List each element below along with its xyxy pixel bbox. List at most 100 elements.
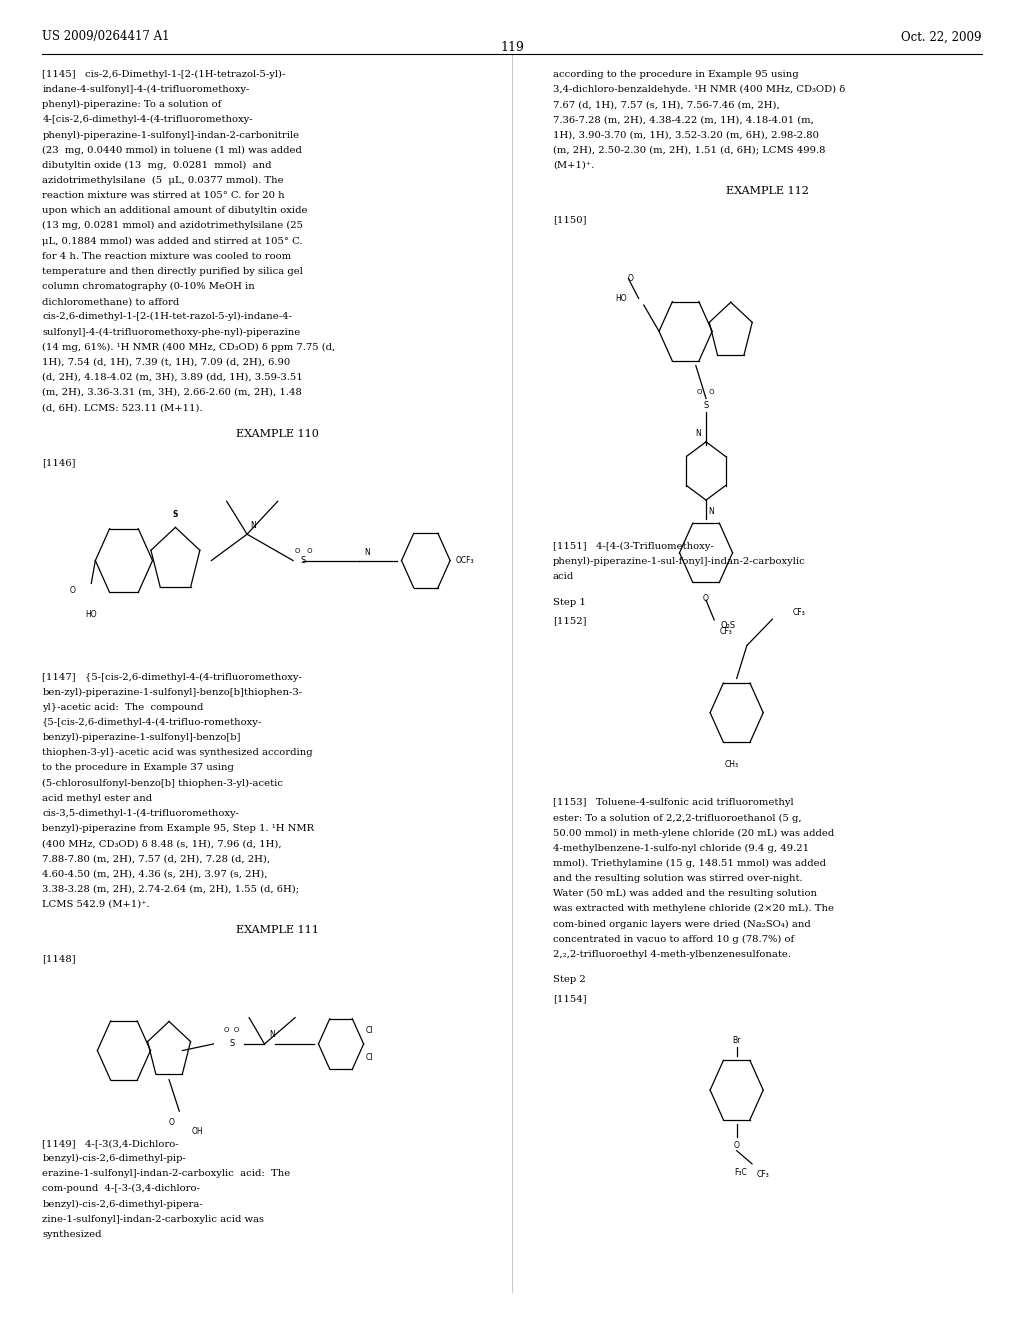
Text: synthesized: synthesized	[42, 1230, 101, 1238]
Text: Step 2: Step 2	[553, 975, 586, 985]
Text: was extracted with methylene chloride (2×20 mL). The: was extracted with methylene chloride (2…	[553, 904, 834, 913]
Text: S: S	[229, 1039, 234, 1048]
Text: yl}-acetic acid:  The  compound: yl}-acetic acid: The compound	[42, 702, 204, 711]
Text: Cl: Cl	[366, 1052, 373, 1061]
Text: com-bined organic layers were dried (Na₂SO₄) and: com-bined organic layers were dried (Na₂…	[553, 920, 811, 928]
Text: azidotrimethylsilane  (5  μL, 0.0377 mmol). The: azidotrimethylsilane (5 μL, 0.0377 mmol)…	[42, 176, 284, 185]
Text: 50.00 mmol) in meth-ylene chloride (20 mL) was added: 50.00 mmol) in meth-ylene chloride (20 m…	[553, 829, 835, 838]
Text: 4-methylbenzene-1-sulfo-nyl chloride (9.4 g, 49.21: 4-methylbenzene-1-sulfo-nyl chloride (9.…	[553, 843, 809, 853]
Text: CF₃: CF₃	[719, 627, 732, 635]
Text: concentrated in vacuo to afford 10 g (78.7%) of: concentrated in vacuo to afford 10 g (78…	[553, 935, 794, 944]
Text: HO: HO	[614, 294, 627, 302]
Text: (d, 6H). LCMS: 523.11 (M+11).: (d, 6H). LCMS: 523.11 (M+11).	[42, 403, 203, 412]
Text: CF₃: CF₃	[757, 1171, 770, 1180]
Text: S: S	[703, 400, 709, 409]
Text: O: O	[703, 594, 709, 603]
Text: and the resulting solution was stirred over-night.: and the resulting solution was stirred o…	[553, 874, 803, 883]
Text: EXAMPLE 110: EXAMPLE 110	[236, 429, 318, 438]
Text: thiophen-3-yl}-acetic acid was synthesized according: thiophen-3-yl}-acetic acid was synthesiz…	[42, 748, 313, 758]
Text: N: N	[269, 1030, 275, 1039]
Text: reaction mixture was stirred at 105° C. for 20 h: reaction mixture was stirred at 105° C. …	[42, 191, 285, 201]
Text: (M+1)⁺.: (M+1)⁺.	[553, 161, 594, 170]
Text: CH₃: CH₃	[725, 760, 738, 770]
Text: O: O	[734, 1142, 739, 1151]
Text: [1150]: [1150]	[553, 215, 587, 224]
Text: according to the procedure in Example 95 using: according to the procedure in Example 95…	[553, 70, 799, 79]
Text: [1152]: [1152]	[553, 616, 587, 626]
Text: O   O: O O	[295, 548, 312, 554]
Text: 3,4-dichloro-benzaldehyde. ¹H NMR (400 MHz, CD₃OD) δ: 3,4-dichloro-benzaldehyde. ¹H NMR (400 M…	[553, 84, 845, 94]
Text: erazine-1-sulfonyl]-indan-2-carboxylic  acid:  The: erazine-1-sulfonyl]-indan-2-carboxylic a…	[42, 1170, 291, 1179]
Text: OH: OH	[191, 1127, 203, 1137]
Text: phenyl)-piperazine: To a solution of: phenyl)-piperazine: To a solution of	[42, 100, 221, 110]
Text: ester: To a solution of 2,2,2-trifluoroethanol (5 g,: ester: To a solution of 2,2,2-trifluoroe…	[553, 813, 802, 822]
Text: benzyl)-cis-2,6-dimethyl-pip-: benzyl)-cis-2,6-dimethyl-pip-	[42, 1154, 186, 1163]
Text: 1H), 7.54 (d, 1H), 7.39 (t, 1H), 7.09 (d, 2H), 6.90: 1H), 7.54 (d, 1H), 7.39 (t, 1H), 7.09 (d…	[42, 358, 291, 367]
Text: [1145]   cis-2,6-Dimethyl-1-[2-(1H-tetrazol-5-yl)-: [1145] cis-2,6-Dimethyl-1-[2-(1H-tetrazo…	[42, 70, 286, 79]
Text: N: N	[365, 548, 371, 557]
Text: benzyl)-piperazine-1-sulfonyl]-benzo[b]: benzyl)-piperazine-1-sulfonyl]-benzo[b]	[42, 733, 241, 742]
Text: (m, 2H), 3.36-3.31 (m, 3H), 2.66-2.60 (m, 2H), 1.48: (m, 2H), 3.36-3.31 (m, 3H), 2.66-2.60 (m…	[42, 388, 302, 397]
Text: upon which an additional amount of dibutyltin oxide: upon which an additional amount of dibut…	[42, 206, 308, 215]
Text: (13 mg, 0.0281 mmol) and azidotrimethylsilane (25: (13 mg, 0.0281 mmol) and azidotrimethyls…	[42, 222, 303, 231]
Text: 4.60-4.50 (m, 2H), 4.36 (s, 2H), 3.97 (s, 2H),: 4.60-4.50 (m, 2H), 4.36 (s, 2H), 3.97 (s…	[42, 870, 267, 878]
Text: O  O: O O	[224, 1027, 240, 1034]
Text: [1146]: [1146]	[42, 458, 76, 467]
Text: temperature and then directly purified by silica gel: temperature and then directly purified b…	[42, 267, 303, 276]
Text: S: S	[301, 556, 306, 565]
Text: O: O	[628, 273, 634, 282]
Text: {5-[cis-2,6-dimethyl-4-(4-trifluo-romethoxy-: {5-[cis-2,6-dimethyl-4-(4-trifluo-rometh…	[42, 718, 262, 727]
Text: ben-zyl)-piperazine-1-sulfonyl]-benzo[b]thiophen-3-: ben-zyl)-piperazine-1-sulfonyl]-benzo[b]…	[42, 688, 302, 697]
Text: CF₃: CF₃	[793, 609, 806, 616]
Text: 7.88-7.80 (m, 2H), 7.57 (d, 2H), 7.28 (d, 2H),: 7.88-7.80 (m, 2H), 7.57 (d, 2H), 7.28 (d…	[42, 854, 270, 863]
Text: for 4 h. The reaction mixture was cooled to room: for 4 h. The reaction mixture was cooled…	[42, 252, 292, 260]
Text: acid: acid	[553, 573, 574, 581]
Text: (5-chlorosulfonyl-benzo[b] thiophen-3-yl)-acetic: (5-chlorosulfonyl-benzo[b] thiophen-3-yl…	[42, 779, 284, 788]
Text: Oct. 22, 2009: Oct. 22, 2009	[901, 30, 982, 44]
Text: μL, 0.1884 mmol) was added and stirred at 105° C.: μL, 0.1884 mmol) was added and stirred a…	[42, 236, 303, 246]
Text: com-pound  4-[-3-(3,4-dichloro-: com-pound 4-[-3-(3,4-dichloro-	[42, 1184, 200, 1193]
Text: [1154]: [1154]	[553, 994, 587, 1003]
Text: dibutyltin oxide (13  mg,  0.0281  mmol)  and: dibutyltin oxide (13 mg, 0.0281 mmol) an…	[42, 161, 271, 170]
Text: [1148]: [1148]	[42, 954, 76, 964]
Text: N: N	[250, 521, 256, 531]
Text: [1147]   {5-[cis-2,6-dimethyl-4-(4-trifluoromethoxy-: [1147] {5-[cis-2,6-dimethyl-4-(4-trifluo…	[42, 672, 302, 681]
Text: 7.36-7.28 (m, 2H), 4.38-4.22 (m, 1H), 4.18-4.01 (m,: 7.36-7.28 (m, 2H), 4.38-4.22 (m, 1H), 4.…	[553, 115, 814, 124]
Text: (400 MHz, CD₃OD) δ 8.48 (s, 1H), 7.96 (d, 1H),: (400 MHz, CD₃OD) δ 8.48 (s, 1H), 7.96 (d…	[42, 840, 282, 849]
Text: acid methyl ester and: acid methyl ester and	[42, 793, 153, 803]
Text: phenyl)-piperazine-1-sul-fonyl]-indan-2-carboxylic: phenyl)-piperazine-1-sul-fonyl]-indan-2-…	[553, 557, 806, 566]
Text: Step 1: Step 1	[553, 598, 586, 607]
Text: column chromatography (0-10% MeOH in: column chromatography (0-10% MeOH in	[42, 282, 255, 292]
Text: 7.67 (d, 1H), 7.57 (s, 1H), 7.56-7.46 (m, 2H),: 7.67 (d, 1H), 7.57 (s, 1H), 7.56-7.46 (m…	[553, 100, 779, 110]
Text: indane-4-sulfonyl]-4-(4-trifluoromethoxy-: indane-4-sulfonyl]-4-(4-trifluoromethoxy…	[42, 84, 250, 94]
Text: benzyl)-cis-2,6-dimethyl-pipera-: benzyl)-cis-2,6-dimethyl-pipera-	[42, 1200, 203, 1209]
Text: 119: 119	[500, 41, 524, 54]
Text: [1151]   4-[4-(3-Trifluomethoxy-: [1151] 4-[4-(3-Trifluomethoxy-	[553, 543, 714, 552]
Text: N: N	[708, 507, 714, 516]
Text: (m, 2H), 2.50-2.30 (m, 2H), 1.51 (d, 6H); LCMS 499.8: (m, 2H), 2.50-2.30 (m, 2H), 1.51 (d, 6H)…	[553, 145, 825, 154]
Text: cis-2,6-dimethyl-1-[2-(1H-tet-razol-5-yl)-indane-4-: cis-2,6-dimethyl-1-[2-(1H-tet-razol-5-yl…	[42, 313, 292, 321]
Text: F₃C: F₃C	[734, 1168, 746, 1177]
Text: zine-1-sulfonyl]-indan-2-carboxylic acid was: zine-1-sulfonyl]-indan-2-carboxylic acid…	[42, 1214, 264, 1224]
Text: to the procedure in Example 37 using: to the procedure in Example 37 using	[42, 763, 234, 772]
Text: Br: Br	[732, 1036, 740, 1045]
Text: EXAMPLE 111: EXAMPLE 111	[236, 925, 318, 936]
Text: 1H), 3.90-3.70 (m, 1H), 3.52-3.20 (m, 6H), 2.98-2.80: 1H), 3.90-3.70 (m, 1H), 3.52-3.20 (m, 6H…	[553, 131, 819, 140]
Text: [1153]   Toluene-4-sulfonic acid trifluoromethyl: [1153] Toluene-4-sulfonic acid trifluoro…	[553, 799, 794, 808]
Text: (d, 2H), 4.18-4.02 (m, 3H), 3.89 (dd, 1H), 3.59-3.51: (d, 2H), 4.18-4.02 (m, 3H), 3.89 (dd, 1H…	[42, 372, 303, 381]
Text: dichloromethane) to afford: dichloromethane) to afford	[42, 297, 179, 306]
Text: 4-[cis-2,6-dimethyl-4-(4-trifluoromethoxy-: 4-[cis-2,6-dimethyl-4-(4-trifluoromethox…	[42, 115, 253, 124]
Text: O: O	[168, 1118, 174, 1127]
Text: HO: HO	[85, 610, 97, 619]
Text: Water (50 mL) was added and the resulting solution: Water (50 mL) was added and the resultin…	[553, 890, 817, 899]
Text: S: S	[173, 511, 178, 520]
Text: cis-3,5-dimethyl-1-(4-trifluoromethoxy-: cis-3,5-dimethyl-1-(4-trifluoromethoxy-	[42, 809, 240, 818]
Text: benzyl)-piperazine from Example 95, Step 1. ¹H NMR: benzyl)-piperazine from Example 95, Step…	[42, 824, 314, 833]
Text: LCMS 542.9 (M+1)⁺.: LCMS 542.9 (M+1)⁺.	[42, 900, 150, 908]
Text: phenyl)-piperazine-1-sulfonyl]-indan-2-carbonitrile: phenyl)-piperazine-1-sulfonyl]-indan-2-c…	[42, 131, 299, 140]
Text: 2,₂,2-trifluoroethyl 4-meth-ylbenzenesulfonate.: 2,₂,2-trifluoroethyl 4-meth-ylbenzenesul…	[553, 950, 791, 958]
Text: [1149]   4-[-3(3,4-Dichloro-: [1149] 4-[-3(3,4-Dichloro-	[42, 1139, 179, 1148]
Text: sulfonyl]-4-(4-trifluoromethoxy-phe-nyl)-piperazine: sulfonyl]-4-(4-trifluoromethoxy-phe-nyl)…	[42, 327, 300, 337]
Text: (14 mg, 61%). ¹H NMR (400 MHz, CD₃OD) δ ppm 7.75 (d,: (14 mg, 61%). ¹H NMR (400 MHz, CD₃OD) δ …	[42, 343, 336, 351]
Text: Cl: Cl	[366, 1026, 373, 1035]
